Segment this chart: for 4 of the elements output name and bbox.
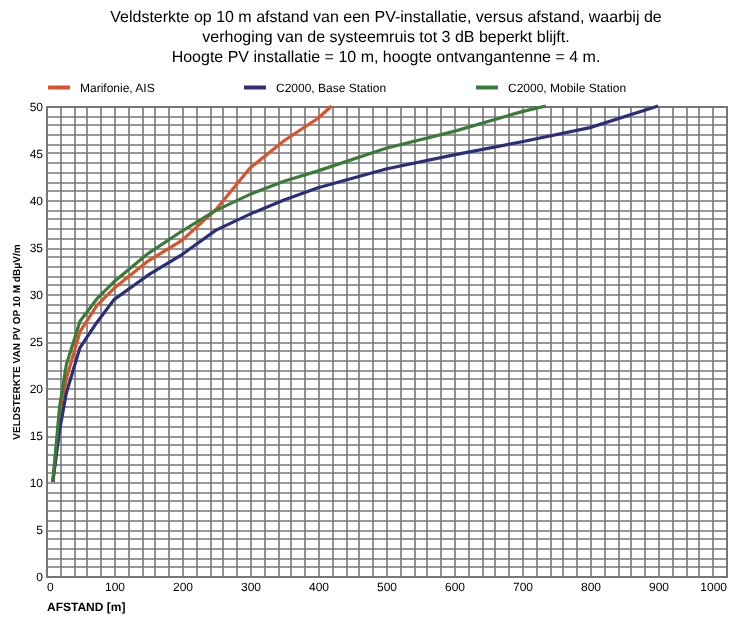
- text: Hoogte PV installatie = 10 m, hoogte ontvangantenne = 4 m.: [171, 48, 601, 66]
- line-series: [51, 104, 548, 484]
- text: verhoging van de systeemruis tot 3 dB beperkt blijft.: [202, 28, 570, 46]
- text: Veldsterkte op 10 m afstand van een PV-installatie, versus afstand, waarbij de: [110, 8, 662, 26]
